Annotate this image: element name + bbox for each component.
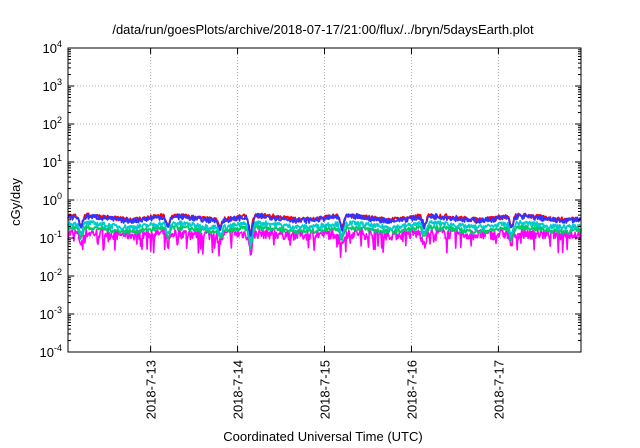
y-tick-labels: 10-4 10-3 10-2 10-1 100 101 102 103 104: [40, 39, 62, 360]
x-tick-label: 2018-7-13: [144, 360, 159, 419]
y-tick-label: 10-3: [40, 305, 62, 322]
series-line: [67, 219, 582, 247]
chart-title: /data/run/goesPlots/archive/2018-07-17/2…: [112, 22, 534, 37]
grid: [68, 48, 581, 352]
x-tick-label: 2018-7-16: [404, 360, 419, 419]
y-tick-label: 100: [43, 191, 62, 208]
y-tick-label: 104: [43, 39, 62, 56]
y-tick-label: 103: [43, 77, 62, 94]
series-line: [67, 224, 582, 250]
series-line: [67, 213, 582, 238]
y-tick-label: 10-1: [40, 229, 62, 246]
plot-border: [67, 47, 582, 353]
y-tick-label: 10-4: [40, 343, 62, 360]
y-axis-label: cGy/day: [8, 178, 23, 226]
y-tick-label: 10-2: [40, 267, 62, 284]
x-tick-label: 2018-7-17: [491, 360, 506, 419]
x-tick-label: 2018-7-15: [318, 360, 333, 419]
y-tick-label: 102: [43, 115, 62, 132]
x-tick-labels: 2018-7-13 2018-7-14 2018-7-15 2018-7-16 2018…: [144, 360, 507, 419]
x-tick-label: 2018-7-14: [231, 360, 246, 419]
y-tick-label: 101: [43, 153, 62, 170]
axes: [67, 47, 582, 353]
x-axis-label: Coordinated Universal Time (UTC): [223, 429, 422, 444]
series-layer: [67, 212, 582, 259]
